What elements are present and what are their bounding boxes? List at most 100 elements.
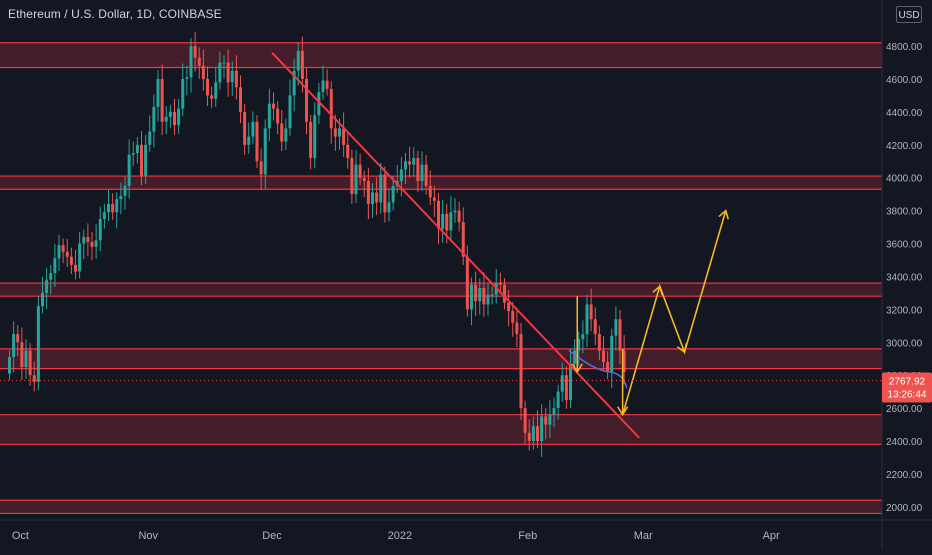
candle-body xyxy=(239,87,242,112)
candle-body xyxy=(24,350,28,367)
candle-body xyxy=(210,95,214,99)
projection-arrowhead xyxy=(718,209,730,220)
candle-body xyxy=(602,350,605,363)
candle-body xyxy=(358,164,362,178)
candle-body xyxy=(8,357,11,374)
candle-body xyxy=(123,185,127,196)
candle-body xyxy=(333,128,337,137)
candle-body xyxy=(28,350,32,376)
candle-body xyxy=(432,197,436,201)
candle-body xyxy=(263,128,267,175)
y-tick-label: 4600.00 xyxy=(886,75,923,86)
candle-body xyxy=(437,200,440,229)
candle-body xyxy=(342,128,346,145)
candle-body xyxy=(127,154,131,186)
candle-body xyxy=(362,177,366,182)
candle-body xyxy=(556,391,560,409)
x-tick-label: Oct xyxy=(12,530,29,542)
candle-body xyxy=(259,161,263,175)
currency-button[interactable]: USD xyxy=(896,6,922,23)
candle-body xyxy=(544,416,548,425)
candle-body xyxy=(375,192,379,203)
candle-body xyxy=(230,70,234,83)
candle-body xyxy=(107,204,110,213)
candle-body xyxy=(53,258,57,274)
x-tick-label: Nov xyxy=(138,530,158,542)
candle-body xyxy=(622,350,626,372)
candle-body xyxy=(540,416,544,442)
candle-body xyxy=(193,46,197,58)
candle-body xyxy=(111,204,115,213)
candle-body xyxy=(428,185,432,198)
candle-body xyxy=(243,111,247,145)
candle-body xyxy=(41,292,44,307)
candle-body xyxy=(276,108,280,124)
candle-body xyxy=(247,136,251,145)
candle-body xyxy=(181,78,185,109)
y-tick-label: 4200.00 xyxy=(886,141,923,152)
y-tick-label: 3600.00 xyxy=(886,240,923,251)
candle-body xyxy=(420,164,424,182)
candle-body xyxy=(449,212,453,231)
candle-body xyxy=(441,213,445,229)
candle-body xyxy=(222,62,226,64)
candle-body xyxy=(86,236,90,242)
candle-body xyxy=(119,195,123,200)
candle-body xyxy=(317,92,321,116)
candle-body xyxy=(408,161,412,165)
x-tick-label: Feb xyxy=(518,530,537,542)
y-tick-label: 4000.00 xyxy=(886,174,923,185)
candle-body xyxy=(325,80,329,89)
candle-body xyxy=(173,111,176,126)
candle-body xyxy=(610,335,614,372)
last-price-value: 2767.92 xyxy=(889,376,926,387)
candle-body xyxy=(346,144,350,158)
candle-body xyxy=(527,432,531,442)
candle-body xyxy=(523,408,527,433)
candle-body xyxy=(564,375,568,400)
candle-body xyxy=(135,144,139,154)
projection-arrowhead xyxy=(652,284,664,296)
candle-body xyxy=(20,342,24,367)
candle-body xyxy=(536,426,539,442)
candle-body xyxy=(614,319,618,336)
candle-body xyxy=(292,70,296,96)
y-tick-label: 2200.00 xyxy=(886,470,923,481)
y-tick-label: 3000.00 xyxy=(886,338,923,349)
candle-body xyxy=(461,222,465,257)
candle-body xyxy=(445,213,449,231)
candle-body xyxy=(309,121,313,158)
candle-body xyxy=(185,77,189,79)
candle-body xyxy=(387,202,391,213)
candle-body xyxy=(412,157,416,165)
candle-body xyxy=(300,51,304,79)
candle-body xyxy=(515,322,519,335)
candle-body xyxy=(313,115,317,158)
projection-path xyxy=(621,210,727,415)
candle-body xyxy=(206,78,209,96)
candle-body xyxy=(503,284,506,303)
candle-body xyxy=(296,51,300,71)
candle-body xyxy=(284,128,288,142)
candle-body xyxy=(131,153,135,155)
candle-body xyxy=(201,65,205,79)
candle-body xyxy=(36,306,40,382)
candle-body xyxy=(482,287,486,305)
candle-body xyxy=(585,304,589,335)
sr-zone xyxy=(0,414,882,445)
candle-body xyxy=(115,199,119,213)
candle-body xyxy=(416,157,420,182)
candle-body xyxy=(69,256,73,265)
candle-body xyxy=(581,334,585,339)
candle-body xyxy=(350,157,354,195)
y-tick-label: 2400.00 xyxy=(886,437,923,448)
candle-body xyxy=(453,210,457,213)
candle-body xyxy=(371,192,374,205)
candle-body xyxy=(498,283,502,285)
y-tick-label: 3200.00 xyxy=(886,305,923,316)
sr-zone xyxy=(0,348,882,369)
candle-body xyxy=(305,78,308,122)
candle-body xyxy=(424,164,428,186)
